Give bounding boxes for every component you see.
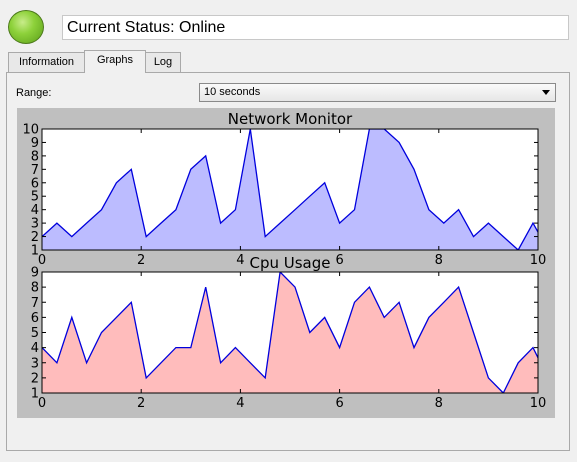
y-tick-label: 2: [31, 371, 39, 386]
status-field: Current Status: Online: [62, 15, 569, 40]
y-tick-label: 1: [31, 387, 39, 402]
x-tick-label: 10: [530, 253, 547, 268]
range-selected-value: 10 seconds: [204, 86, 261, 98]
y-tick-label: 4: [31, 341, 39, 356]
tab-log[interactable]: Log: [145, 52, 181, 72]
series-area: [42, 129, 538, 250]
y-tick-label: 10: [22, 123, 39, 138]
y-tick-label: 8: [31, 149, 39, 164]
y-tick-label: 5: [31, 326, 39, 341]
series-area: [42, 272, 538, 393]
tab-graphs[interactable]: Graphs: [84, 50, 146, 73]
x-tick-label: 0: [38, 253, 46, 268]
y-tick-label: 5: [31, 190, 39, 205]
x-tick-label: 6: [335, 253, 343, 268]
y-tick-label: 9: [31, 266, 39, 281]
y-tick-label: 6: [31, 311, 39, 326]
chart-title: Network Monitor: [228, 110, 353, 128]
y-tick-label: 7: [31, 163, 39, 178]
x-tick-label: 2: [137, 253, 145, 268]
x-tick-label: 2: [137, 396, 145, 411]
y-tick-label: 8: [31, 281, 39, 296]
y-tick-label: 6: [31, 176, 39, 191]
x-tick-label: 4: [236, 253, 244, 268]
y-tick-label: 7: [31, 296, 39, 311]
y-tick-label: 2: [31, 230, 39, 245]
range-label: Range:: [16, 87, 52, 99]
x-tick-label: 0: [38, 396, 46, 411]
range-select[interactable]: 10 seconds: [199, 83, 556, 102]
x-tick-label: 10: [530, 396, 547, 411]
chevron-down-icon: [542, 90, 550, 95]
status-indicator-icon: [8, 10, 44, 44]
y-tick-label: 1: [31, 244, 39, 259]
x-tick-label: 4: [236, 396, 244, 411]
x-tick-label: 8: [435, 253, 443, 268]
series-line: [42, 272, 538, 393]
y-tick-label: 3: [31, 217, 39, 232]
plot-frame: [41, 128, 539, 251]
x-tick-label: 8: [435, 396, 443, 411]
x-tick-label: 6: [335, 396, 343, 411]
chart-title: Cpu Usage: [249, 254, 330, 272]
series-line: [42, 129, 538, 250]
y-tick-label: 3: [31, 356, 39, 371]
y-tick-label: 9: [31, 136, 39, 151]
y-tick-label: 4: [31, 203, 39, 218]
